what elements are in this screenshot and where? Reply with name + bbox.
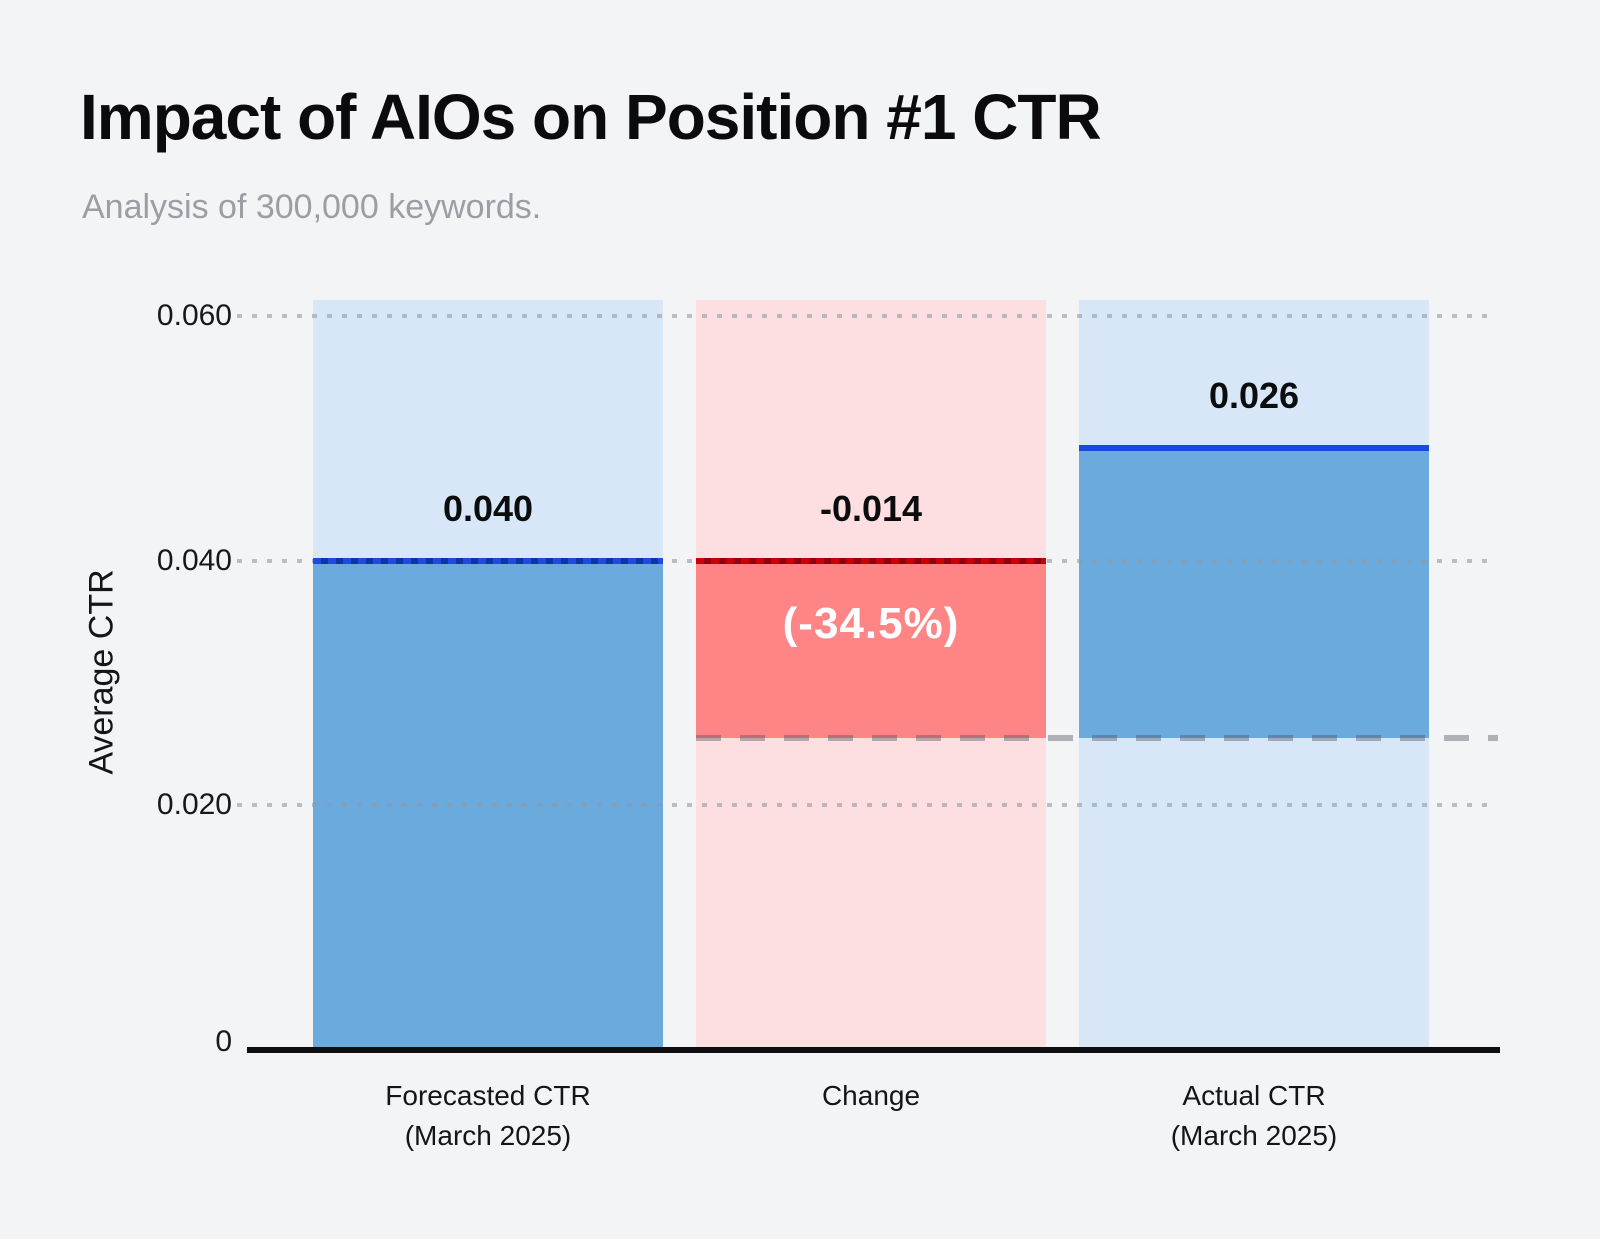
bar-segment-actual-ctr bbox=[1079, 448, 1429, 738]
y-tick-0.060: 0.060 bbox=[156, 298, 232, 332]
value-line-forecasted-ctr bbox=[313, 557, 663, 564]
gridline-0.020 bbox=[237, 803, 1490, 808]
inner-percent-label: (-34.5%) bbox=[782, 599, 960, 649]
value-label-actual-ctr: 0.026 bbox=[1208, 375, 1300, 417]
value-label-forecasted-ctr: 0.040 bbox=[442, 487, 534, 529]
bar-segment-change bbox=[696, 560, 1046, 738]
value-line-change bbox=[696, 557, 1046, 564]
page-subtitle: Analysis of 300,000 keywords. bbox=[82, 188, 542, 226]
y-tick-0.040: 0.040 bbox=[156, 543, 232, 577]
gridline-0.060 bbox=[237, 313, 1490, 318]
category-label-actual-ctr: Actual CTR (March 2025) bbox=[1170, 1080, 1338, 1151]
y-axis-title: Average CTR bbox=[82, 569, 121, 775]
inner-percent-label-box: (-34.5%) bbox=[696, 561, 1046, 738]
y-tick-0: 0 bbox=[215, 1025, 232, 1058]
y-tick-0.020: 0.020 bbox=[156, 788, 232, 822]
page-title: Impact of AIOs on Position #1 CTR bbox=[80, 81, 1102, 153]
value-label-change: -0.014 bbox=[819, 487, 923, 529]
category-label-change: Change bbox=[821, 1080, 921, 1111]
category-label-forecasted-ctr: Forecasted CTR (March 2025) bbox=[385, 1080, 591, 1151]
value-line-actual-ctr bbox=[1079, 445, 1429, 452]
x-axis-line bbox=[247, 1047, 1500, 1053]
dashed-reference-line bbox=[696, 735, 1498, 741]
